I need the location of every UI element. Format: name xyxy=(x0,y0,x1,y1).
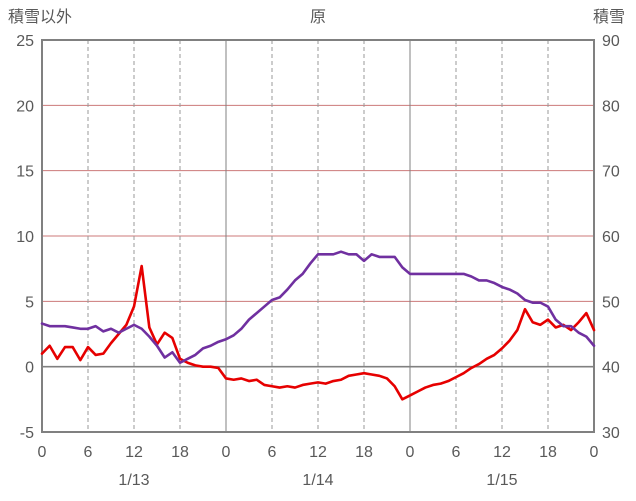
right-tick-label: 60 xyxy=(602,229,620,246)
x-tick-label: 12 xyxy=(493,444,511,461)
x-tick-label: 18 xyxy=(539,444,557,461)
left-tick-label: 5 xyxy=(25,294,34,311)
left-tick-label: -5 xyxy=(20,425,34,442)
right-axis-title: 積雪 xyxy=(592,9,625,26)
x-tick-label: 12 xyxy=(125,444,143,461)
right-tick-label: 70 xyxy=(602,164,620,181)
x-tick-label: 6 xyxy=(84,444,93,461)
x-tick-label: 0 xyxy=(222,444,231,461)
left-tick-label: 15 xyxy=(16,164,34,181)
x-tick-label: 6 xyxy=(452,444,461,461)
purple-series-line xyxy=(40,250,596,365)
day-label: 1/13 xyxy=(118,472,149,489)
right-tick-label: 50 xyxy=(602,294,620,311)
left-tick-label: 20 xyxy=(16,98,34,115)
plot-border xyxy=(41,39,595,433)
right-tick-label: 90 xyxy=(602,33,620,50)
x-tick-label: 12 xyxy=(309,444,327,461)
chart-title: 原 xyxy=(309,9,326,26)
x-tick-label: 0 xyxy=(590,444,599,461)
x-tick-label: 0 xyxy=(406,444,415,461)
day-label: 1/15 xyxy=(486,472,517,489)
left-tick-label: 10 xyxy=(16,229,34,246)
red-series-line xyxy=(40,264,596,401)
x-tick-label: 0 xyxy=(38,444,47,461)
x-tick-label: 6 xyxy=(268,444,277,461)
left-tick-label: 25 xyxy=(16,33,34,50)
x-tick-label: 18 xyxy=(355,444,373,461)
right-tick-label: 40 xyxy=(602,360,620,377)
left-tick-label: 0 xyxy=(25,360,34,377)
right-tick-label: 80 xyxy=(602,98,620,115)
x-tick-label: 18 xyxy=(171,444,189,461)
left-axis-title: 積雪以外 xyxy=(8,9,73,26)
right-tick-label: 30 xyxy=(602,425,620,442)
day-label: 1/14 xyxy=(302,472,333,489)
